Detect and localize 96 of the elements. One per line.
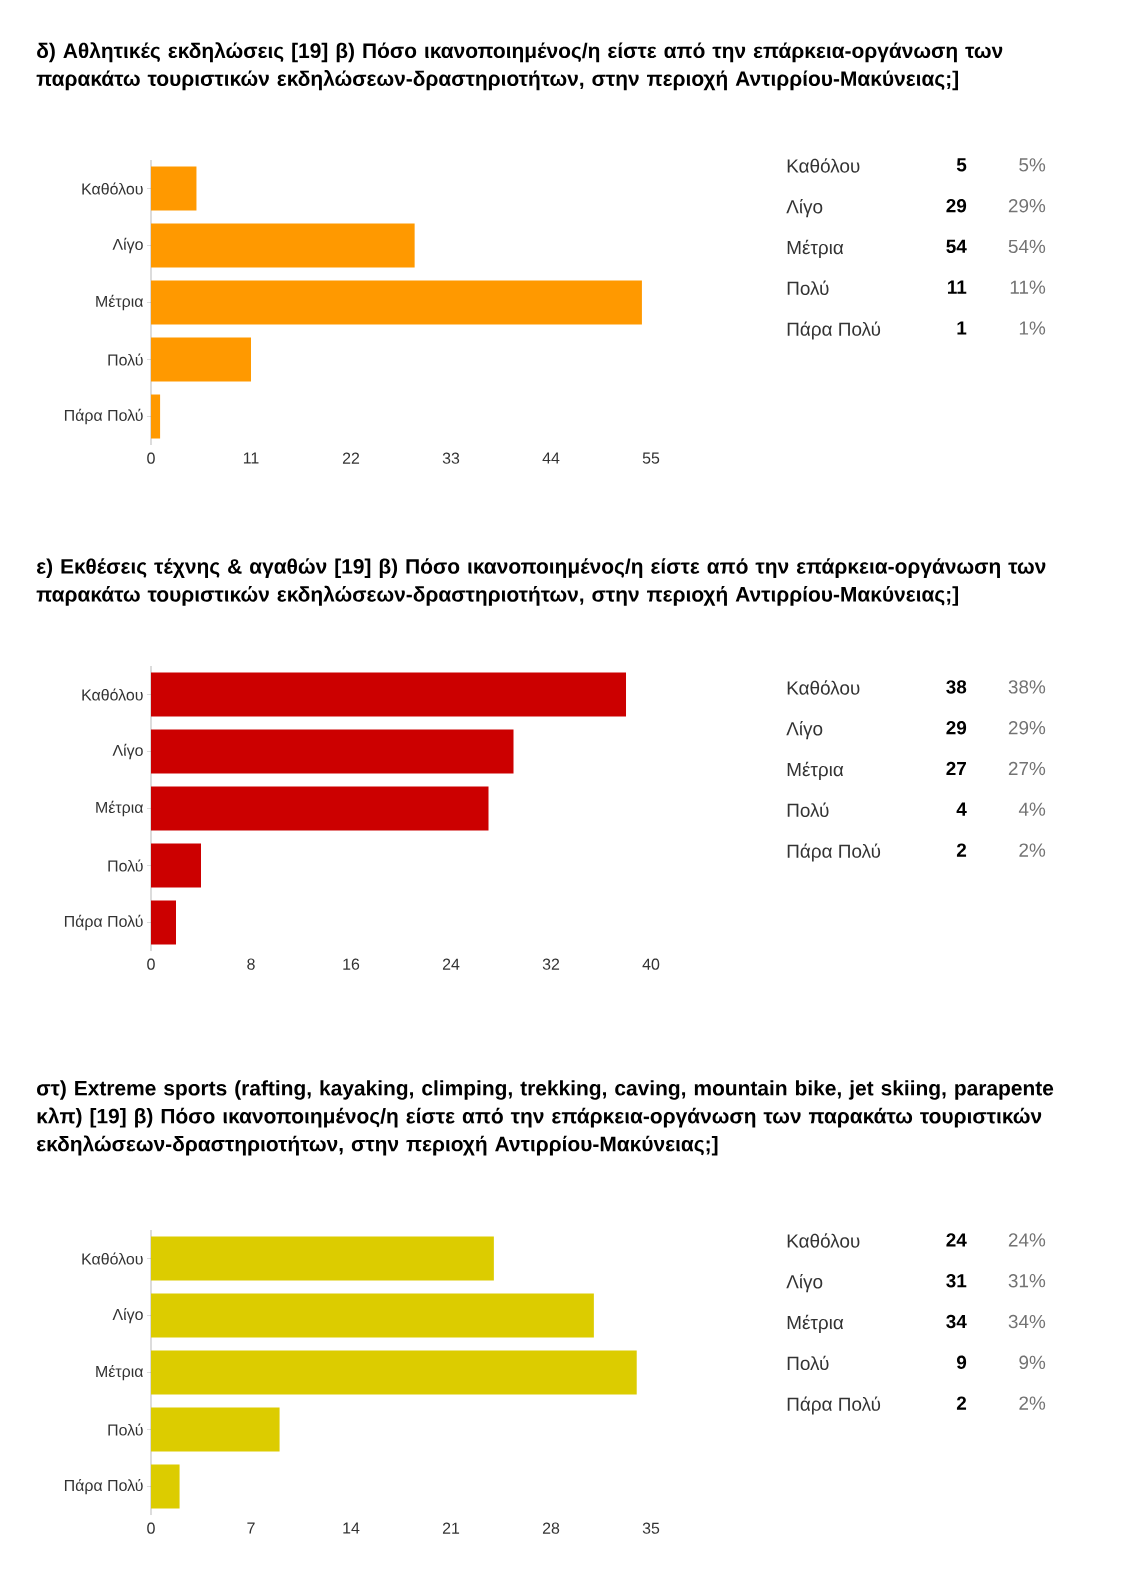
y-tick-label: Πάρα Πολύ xyxy=(64,1478,143,1495)
y-tick-label: Καθόλου xyxy=(82,688,143,701)
y-tick-label: Καθόλου xyxy=(82,1252,143,1265)
text: 34% xyxy=(1008,1314,1046,1329)
bar xyxy=(151,729,514,774)
x-tick-label: 21 xyxy=(442,1522,460,1534)
text: 29% xyxy=(1008,199,1046,213)
text: Λίγο xyxy=(786,721,823,740)
x-tick-label: 0 xyxy=(147,452,155,464)
text: 34 xyxy=(946,1314,967,1329)
text: Μέτρια xyxy=(787,761,844,780)
text: Πολύ xyxy=(787,802,829,818)
x-tick-label: 0 xyxy=(147,958,155,970)
text: 29 xyxy=(946,721,967,735)
text: 1% xyxy=(1019,321,1046,335)
y-tick-label: Λίγο xyxy=(112,743,143,760)
bar xyxy=(151,1236,494,1281)
text: Πολύ xyxy=(787,280,829,296)
y-tick-label: Μέτρια xyxy=(96,1364,144,1381)
y-tick-label: Πολύ xyxy=(108,353,143,366)
text: Καθόλου xyxy=(787,680,860,695)
x-tick-label: 33 xyxy=(442,452,460,464)
bar xyxy=(151,1407,280,1452)
text: 11 xyxy=(947,280,967,294)
bar xyxy=(151,166,197,211)
x-tick-label: 8 xyxy=(247,958,255,970)
bar xyxy=(151,1350,637,1395)
y-tick-label: Πολύ xyxy=(108,1423,143,1436)
x-tick-label: 16 xyxy=(343,958,360,970)
y-tick-label: Πάρα Πολύ xyxy=(64,408,143,425)
text: 24 xyxy=(946,1233,967,1247)
bar xyxy=(151,786,489,831)
bar xyxy=(151,843,201,888)
text: Πολύ xyxy=(787,1355,829,1371)
x-tick-label: 35 xyxy=(642,1522,660,1534)
text: 54% xyxy=(1008,239,1046,254)
x-tick-label: 7 xyxy=(247,1522,255,1534)
bar xyxy=(151,337,251,382)
text: 31 xyxy=(946,1274,967,1288)
y-tick-label: Λίγο xyxy=(112,1307,143,1324)
text: 5% xyxy=(1019,158,1046,172)
text: 9 xyxy=(956,1355,967,1370)
text: 9% xyxy=(1019,1355,1046,1370)
bar xyxy=(151,1464,180,1509)
text: 29 xyxy=(946,199,967,213)
text: Λίγο xyxy=(786,1274,823,1293)
bar xyxy=(151,394,161,439)
text: Μέτρια xyxy=(787,1314,844,1333)
text: 2% xyxy=(1019,843,1046,857)
chart-title: ε) Εκθέσεις τέχνης & αγαθών [19] β) Πόσο ικανοποιημένος/η είστε από την επάρκεια-οργάνωση των παρακάτω τουριστικών εκδηλώσεων-δραστηριοτήτων, στην περιοχή Αντιρρίου-Μακύνειας;] xyxy=(36,558,1046,606)
x-tick-label: 44 xyxy=(542,452,560,464)
text: Πάρα Πολύ xyxy=(787,843,881,862)
bar xyxy=(151,672,627,717)
bar xyxy=(151,900,176,945)
text: 38 xyxy=(946,680,967,694)
y-tick-label: Μέτρια xyxy=(96,294,144,311)
y-tick-label: Πάρα Πολύ xyxy=(64,914,143,931)
y-tick-label: Καθόλου xyxy=(82,182,143,195)
x-tick-label: 14 xyxy=(343,1522,360,1534)
x-tick-label: 0 xyxy=(147,1522,155,1534)
chart-title: δ) Αθλητικές εκδηλώσεις [19] β) Πόσο ικανοποιημένος/η είστε από την επάρκεια-οργάνωση των παρακάτω τουριστικών εκδηλώσεων-δραστηριοτήτων, στην περιοχή Αντιρρίου-Μακύνειας;] xyxy=(36,42,1003,91)
text: 2% xyxy=(1019,1396,1046,1410)
x-tick-label: 22 xyxy=(342,452,360,464)
bar xyxy=(151,280,642,325)
x-tick-label: 55 xyxy=(642,452,660,464)
text: 24% xyxy=(1008,1233,1046,1247)
text: Λίγο xyxy=(786,199,823,218)
text: 11% xyxy=(1010,280,1046,294)
text: 1 xyxy=(957,321,967,335)
x-tick-label: 32 xyxy=(542,958,560,970)
text: Καθόλου xyxy=(787,1233,860,1248)
text: 29% xyxy=(1008,721,1046,735)
text: Πάρα Πολύ xyxy=(787,321,881,340)
text: 2 xyxy=(956,843,967,857)
text: 27% xyxy=(1008,761,1046,776)
text: 5 xyxy=(956,158,967,172)
y-tick-label: Πολύ xyxy=(108,859,143,872)
text: 31% xyxy=(1008,1274,1046,1288)
x-tick-label: 11 xyxy=(243,452,259,464)
text: Καθόλου xyxy=(787,158,860,173)
text: 4% xyxy=(1018,802,1046,816)
text: Πάρα Πολύ xyxy=(787,1396,881,1415)
text: 2 xyxy=(956,1396,967,1410)
y-tick-label: Λίγο xyxy=(112,237,143,254)
text: Μέτρια xyxy=(787,239,844,258)
x-tick-label: 40 xyxy=(642,958,660,970)
x-tick-label: 24 xyxy=(442,958,460,970)
bar xyxy=(151,223,415,268)
chart-title: στ) Extreme sports (rafting, kayaking, climping, trekking, caving, mountain bike, jet skiing, parapente κλπ) [19] β) Πόσο ικανοποιημένος/η είστε από την επάρκεια-οργάνωση των παρακάτω τουριστικών εκδηλώσεων-δραστηριοτήτων, στην περιοχή Αντιρρίου-Μακύνειας;] xyxy=(36,1080,1054,1156)
y-tick-label: Μέτρια xyxy=(96,800,144,817)
text: 38% xyxy=(1008,680,1046,694)
text: 4 xyxy=(956,802,967,816)
text: 54 xyxy=(946,239,967,254)
text: 27 xyxy=(946,761,966,776)
x-tick-label: 28 xyxy=(542,1522,560,1534)
bar xyxy=(151,1293,594,1338)
